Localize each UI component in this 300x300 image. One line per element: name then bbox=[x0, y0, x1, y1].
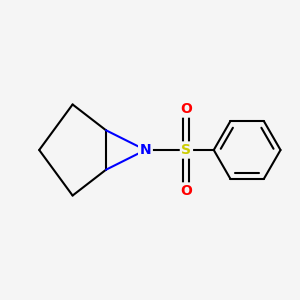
Text: O: O bbox=[181, 184, 192, 198]
Text: S: S bbox=[182, 143, 191, 157]
Text: N: N bbox=[140, 143, 151, 157]
Text: O: O bbox=[181, 102, 192, 116]
